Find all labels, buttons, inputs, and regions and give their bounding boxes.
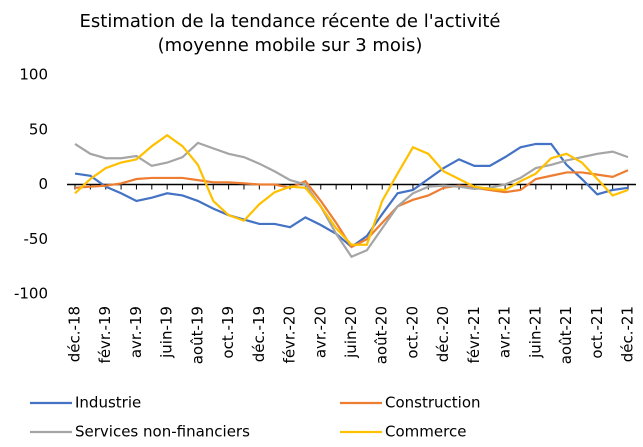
legend-label: Construction — [385, 394, 481, 412]
x-tick-label: juin-19 — [158, 306, 176, 359]
x-tick-label: juin-20 — [342, 306, 360, 359]
x-tick-label: avr.-20 — [311, 306, 329, 358]
series-line — [74, 169, 629, 249]
y-tick-label: -50 — [24, 230, 49, 248]
chart-subtitle: (moyenne mobile sur 3 mois) — [158, 35, 423, 56]
y-tick-label: 0 — [38, 175, 48, 193]
x-tick-label: août-20 — [373, 306, 391, 364]
x-tick-label: oct.-20 — [403, 306, 421, 359]
series-line — [74, 141, 629, 259]
series-line — [74, 133, 629, 246]
x-tick-label: août-19 — [188, 306, 206, 364]
y-tick-label: 100 — [19, 66, 48, 84]
x-tick-label: févr.-21 — [465, 306, 483, 363]
series-line — [74, 142, 629, 249]
x-tick-label: déc.-21 — [619, 306, 637, 362]
legend-label: Services non-financiers — [75, 423, 250, 441]
x-tick-label: déc.-18 — [66, 306, 84, 362]
x-tick-label: déc.-20 — [434, 306, 452, 362]
x-tick-label: août-21 — [557, 306, 575, 364]
x-tick-label: juin-21 — [526, 306, 544, 359]
x-tick-label: avr.-19 — [127, 306, 145, 358]
x-tick-label: févr.-20 — [281, 306, 299, 363]
x-tick-label: oct.-19 — [219, 306, 237, 359]
legend-label: Commerce — [385, 423, 466, 441]
chart-title: Estimation de la tendance récente de l'a… — [80, 11, 501, 32]
x-tick-label: avr.-21 — [496, 306, 514, 358]
y-tick-label: -100 — [14, 285, 48, 303]
legend-label: Industrie — [75, 394, 141, 412]
x-tick-label: oct.-21 — [588, 306, 606, 359]
x-tick-label: déc.-19 — [250, 306, 268, 362]
y-tick-label: 50 — [29, 120, 48, 138]
x-tick-label: févr.-19 — [96, 306, 114, 363]
